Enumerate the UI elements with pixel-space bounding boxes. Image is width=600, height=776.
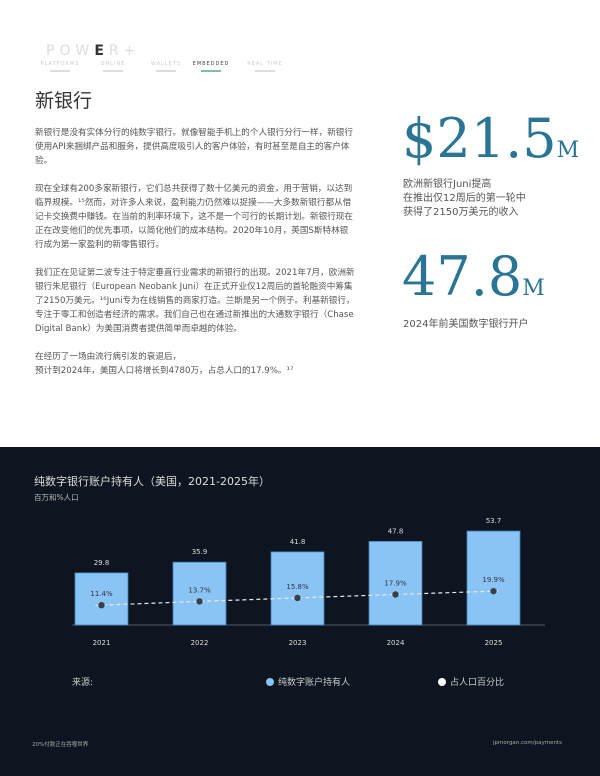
bar-line-chart: 29.8 2021 35.9 2022 41.8 2023 47.8 2024 53.7 2025… (72, 517, 545, 647)
percent-point (196, 598, 203, 605)
paragraph: 现在全球有200多家新银行，它们总共获得了数十亿美元的资金，用于营销，以达到临界… (35, 184, 353, 250)
bar (368, 540, 423, 626)
bar-value-label: 41.8 (290, 538, 306, 546)
bar-value-label: 47.8 (388, 527, 404, 535)
stat-funding: $21.5M (402, 107, 580, 170)
percent-point (294, 594, 301, 602)
nav-wallets[interactable]: WALLETS (136, 61, 196, 72)
x-tick-label: 2024 (387, 639, 405, 647)
bar-value-label: 35.9 (192, 548, 208, 556)
nav-platforms[interactable]: PLATFORMS (30, 61, 90, 72)
chart-subtitle: 百万和%人口 (34, 493, 79, 502)
nav-online[interactable]: ONLINE (83, 61, 143, 72)
nav-real-time[interactable]: REAL TIME (235, 61, 295, 72)
percent-label: 19.9% (482, 576, 505, 584)
bar-value-label: 53.7 (486, 517, 502, 525)
stat-funding-label: 欧洲新银行Juni提高 在推出仅12周后的第一轮中 获得了2150万美元的收入 (403, 179, 526, 218)
stat-accounts: 47.8M (402, 245, 545, 308)
legend-bar: 纯数字账户持有人 (266, 675, 350, 688)
percent-label: 11.4% (90, 590, 113, 598)
article-body: 新银行是没有实体分行的纯数字银行。就像智能手机上的个人银行分行一样，新银行使用A… (35, 126, 355, 392)
x-tick-label: 2023 (289, 639, 307, 647)
x-tick-label: 2021 (93, 639, 111, 647)
legend-dot-icon (438, 678, 446, 686)
footer-left: 20%付款正在吞噬世界 (32, 742, 89, 748)
footer-link[interactable]: jpmorgan.com/payments (493, 740, 562, 746)
bar (466, 530, 521, 626)
percent-label: 15.8% (286, 583, 309, 591)
section-nav: PLATFORMS ONLINE WALLETS EMBEDDED REAL T… (0, 61, 600, 75)
bar (270, 551, 325, 626)
percent-label: 13.7% (188, 586, 211, 594)
x-tick-label: 2022 (191, 639, 209, 647)
article-section: POWER+ PLATFORMS ONLINE WALLETS EMBEDDED… (0, 43, 600, 392)
source-label: 来源: (72, 678, 94, 688)
chart-section: 纯数字银行账户持有人（美国，2021-2025年） 百万和%人口 29.8 202… (0, 447, 600, 776)
paragraph: 在经历了一场由流行病引发的衰退后， 预计到2024年，美国人口将增长到4780万… (35, 352, 294, 376)
power-plus-logo: POWER+ (46, 43, 141, 59)
percent-point (490, 587, 497, 595)
percent-label: 17.9% (384, 579, 407, 587)
percent-point (98, 601, 105, 609)
bar (172, 561, 227, 626)
page-title: 新银行 (35, 90, 93, 112)
paragraph: 新银行是没有实体分行的纯数字银行。就像智能手机上的个人银行分行一样，新银行使用A… (35, 128, 353, 166)
x-tick-label: 2025 (485, 639, 503, 647)
percent-point (392, 591, 399, 598)
paragraph: 我们正在见证第二波专注于特定垂直行业需求的新银行的出现。2021年7月，欧洲新银… (35, 268, 355, 334)
bar (74, 572, 129, 626)
legend-line: 占人口百分比 (438, 675, 504, 688)
bar-value-label: 29.8 (94, 559, 110, 567)
nav-embedded[interactable]: EMBEDDED (181, 61, 241, 72)
legend-dot-icon (266, 678, 274, 686)
stat-accounts-label: 2024年前美国数字银行开户 (403, 319, 529, 330)
chart-title: 纯数字银行账户持有人（美国，2021-2025年） (34, 475, 270, 488)
